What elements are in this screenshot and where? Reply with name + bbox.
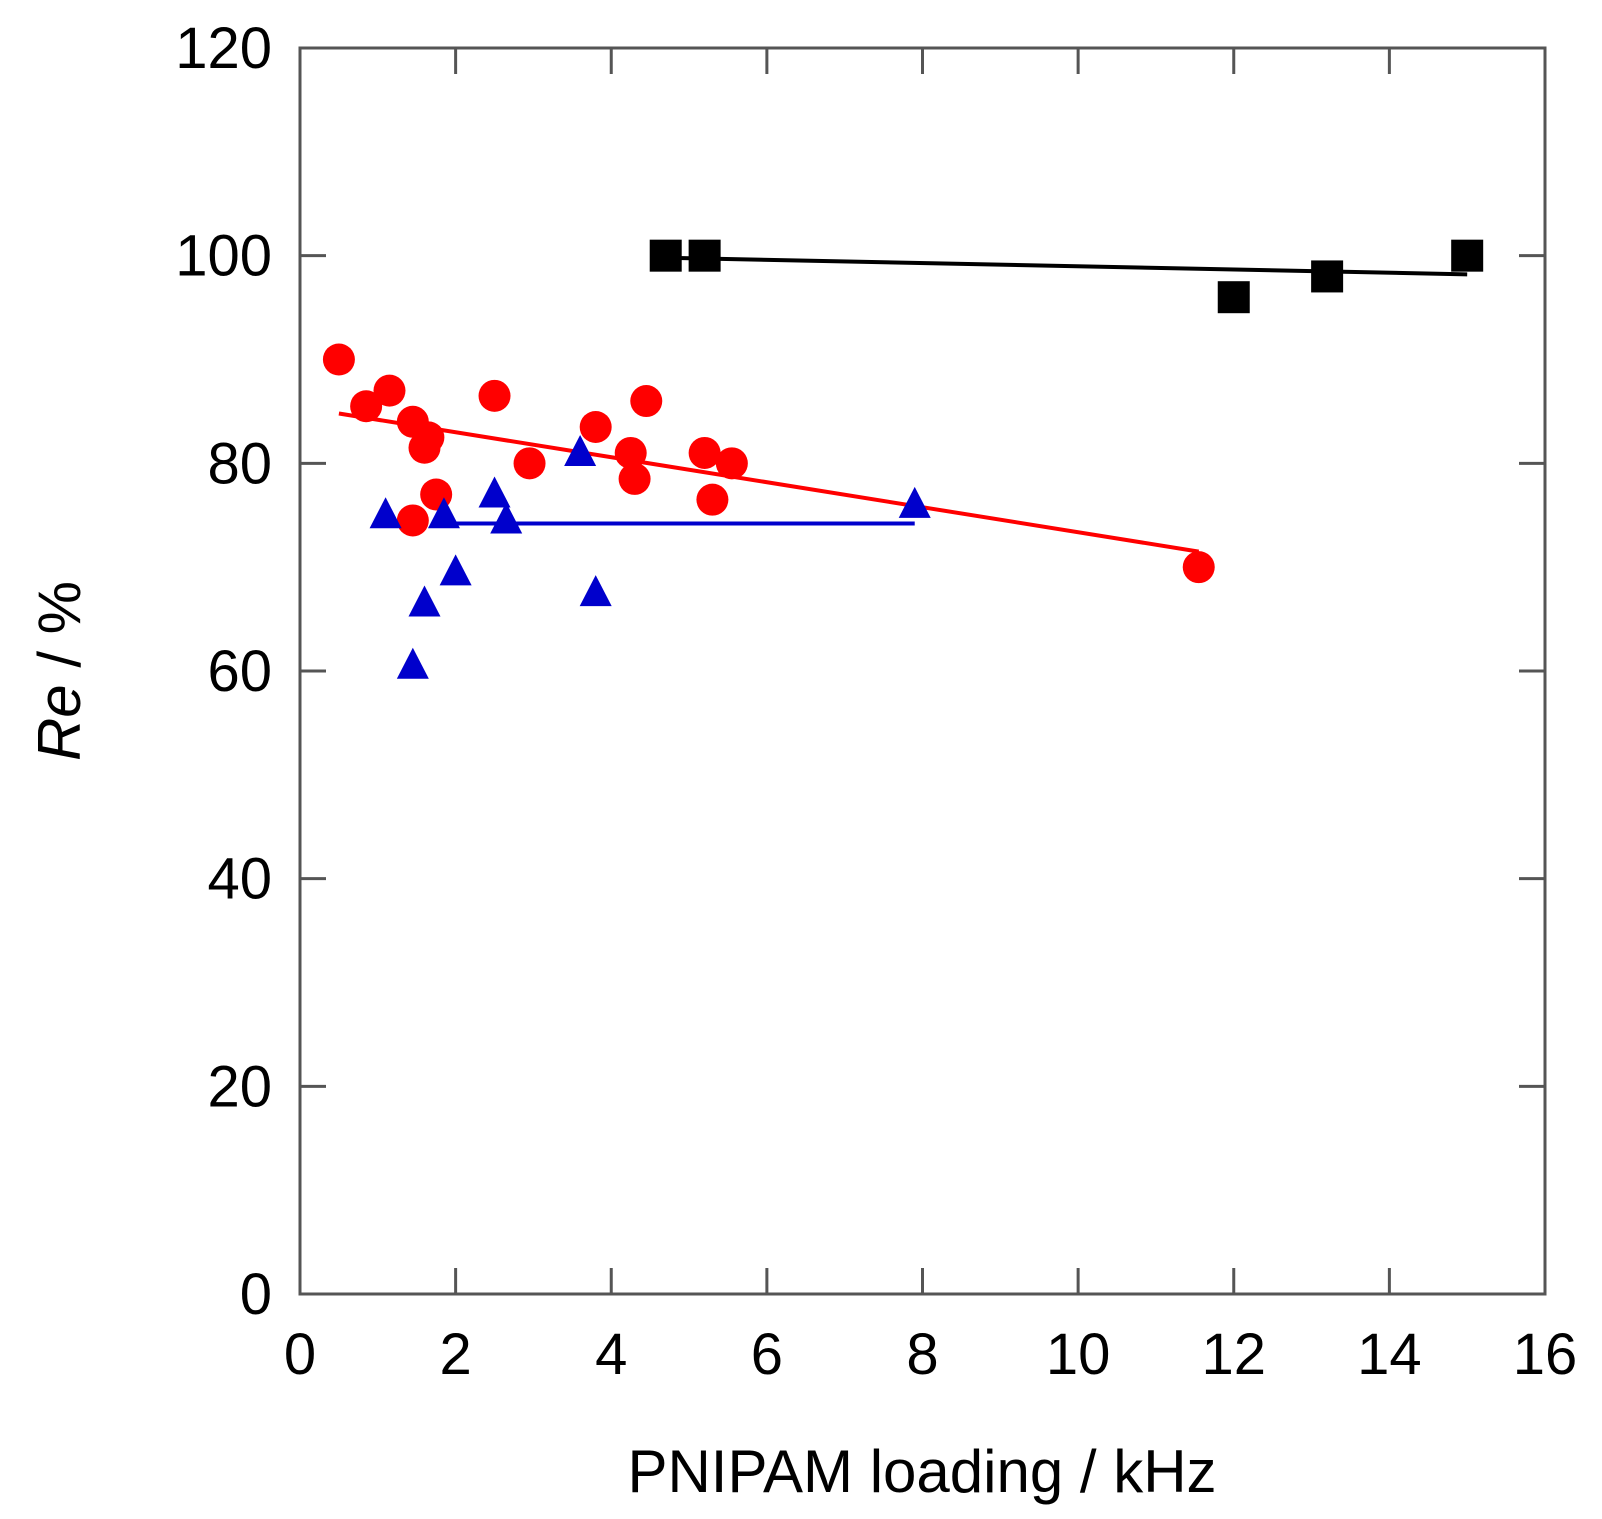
y-tick-labels: 0 20 40 60 80 100 120 — [175, 16, 272, 1327]
point-series-1-5 — [412, 421, 445, 454]
y-axis-label-rest: / % — [26, 581, 93, 684]
y-tick-label-1: 20 — [207, 1054, 272, 1119]
point-series-1-13 — [630, 385, 663, 418]
x-tick-label-8: 16 — [1513, 1322, 1578, 1387]
x-tick-label-4: 8 — [906, 1322, 938, 1387]
point-series-2-3 — [427, 497, 460, 529]
plot-area-border — [298, 46, 1547, 1296]
point-series-2-1 — [396, 647, 429, 679]
point-series-1-8 — [478, 379, 511, 412]
x-tick-label-0: 0 — [284, 1322, 316, 1387]
point-series-1-16 — [715, 447, 748, 480]
x-tick-label-6: 12 — [1201, 1322, 1266, 1387]
point-series-1-12 — [618, 462, 651, 495]
point-series-1-11 — [614, 436, 647, 469]
point-series-2-0 — [369, 497, 402, 529]
y-axis-label: Re / % — [26, 581, 93, 761]
plot-frame — [298, 46, 1547, 1296]
point-series-2-8 — [579, 575, 612, 607]
point-series-0-2 — [1217, 281, 1250, 314]
axis-ticks — [298, 46, 1547, 1296]
point-series-2-6 — [490, 502, 523, 534]
point-series-1-2 — [373, 374, 406, 407]
data-markers — [322, 239, 1484, 679]
point-series-2-4 — [439, 554, 472, 586]
x-tick-label-1: 2 — [439, 1322, 471, 1387]
point-series-2-9 — [898, 486, 931, 518]
point-series-1-17 — [1182, 551, 1215, 584]
point-series-0-4 — [1451, 239, 1484, 272]
point-series-0-1 — [688, 239, 721, 272]
fit-line-series-0 — [665, 255, 1468, 277]
x-tick-label-2: 4 — [595, 1322, 627, 1387]
point-series-0-0 — [649, 239, 682, 272]
point-series-1-9 — [513, 447, 546, 480]
point-series-1-15 — [696, 483, 729, 516]
point-series-0-3 — [1311, 260, 1344, 293]
y-tick-label-6: 120 — [175, 16, 272, 81]
x-tick-label-5: 10 — [1046, 1322, 1111, 1387]
y-tick-label-3: 60 — [207, 639, 272, 704]
x-axis-label: PNIPAM loading / kHz — [627, 1438, 1216, 1505]
point-series-1-14 — [688, 436, 721, 469]
point-series-1-10 — [579, 410, 612, 443]
y-tick-label-0: 0 — [240, 1262, 272, 1327]
point-series-1-1 — [350, 390, 383, 423]
y-tick-label-5: 100 — [175, 224, 272, 289]
point-series-2-2 — [408, 585, 441, 617]
x-tick-label-3: 6 — [751, 1322, 783, 1387]
point-series-2-5 — [478, 476, 511, 508]
point-series-1-7 — [396, 504, 429, 537]
y-tick-label-4: 80 — [207, 431, 272, 496]
point-series-1-0 — [322, 343, 355, 376]
y-axis-label-italic: Re — [26, 684, 93, 761]
y-tick-label-2: 40 — [207, 847, 272, 912]
fit-line-series-1 — [338, 411, 1200, 554]
x-tick-label-7: 14 — [1357, 1322, 1422, 1387]
x-tick-labels: 0 2 4 6 8 10 12 14 16 — [284, 1322, 1577, 1387]
point-series-2-7 — [564, 434, 597, 466]
